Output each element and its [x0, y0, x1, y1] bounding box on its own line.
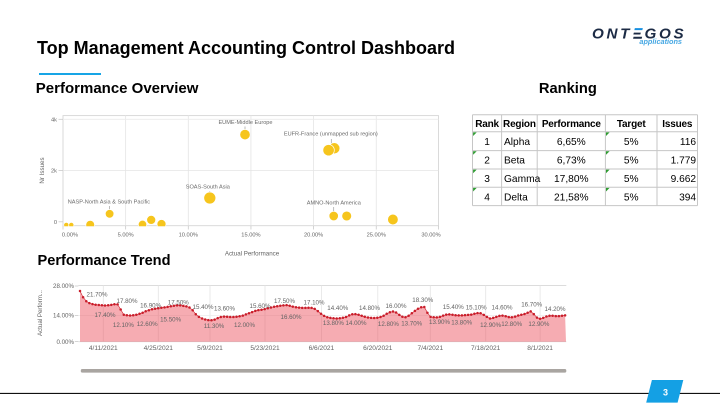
svg-text:13.70%: 13.70% [401, 320, 422, 327]
svg-text:5%: 5% [624, 174, 639, 185]
svg-text:394: 394 [679, 192, 696, 203]
svg-text:20.00%: 20.00% [304, 233, 323, 239]
svg-text:ONT: ONT [592, 26, 632, 43]
svg-text:5%: 5% [624, 156, 639, 167]
svg-text:NASP-North Asia & South Pacifi: NASP-North Asia & South Pacific [68, 200, 151, 206]
svg-text:21.70%: 21.70% [87, 291, 108, 298]
svg-text:Alpha: Alpha [504, 137, 530, 148]
svg-text:5/9/2021: 5/9/2021 [197, 345, 223, 352]
svg-text:12.00%: 12.00% [234, 322, 255, 329]
svg-text:15.00%: 15.00% [241, 233, 260, 239]
svg-text:9.662: 9.662 [671, 174, 697, 185]
svg-text:18.30%: 18.30% [412, 297, 433, 304]
svg-text:12.90%: 12.90% [480, 322, 501, 329]
svg-text:Beta: Beta [504, 156, 525, 167]
svg-text:13.90%: 13.90% [429, 319, 450, 326]
svg-text:6/6/2021: 6/6/2021 [309, 345, 335, 352]
svg-text:4k: 4k [51, 117, 57, 123]
svg-text:Gamma: Gamma [504, 174, 541, 185]
svg-text:5%: 5% [624, 192, 639, 203]
svg-text:4/25/2021: 4/25/2021 [144, 345, 174, 352]
svg-text:0: 0 [54, 220, 57, 226]
svg-text:13.60%: 13.60% [214, 306, 235, 313]
svg-text:15.50%: 15.50% [160, 317, 181, 324]
svg-text:1.779: 1.779 [671, 156, 697, 167]
svg-text:5/23/2021: 5/23/2021 [250, 345, 280, 352]
svg-text:16.70%: 16.70% [521, 302, 542, 309]
svg-text:15.40%: 15.40% [443, 304, 464, 311]
svg-text:16.60%: 16.60% [281, 314, 302, 321]
svg-text:14.00%: 14.00% [53, 313, 74, 320]
svg-text:6/20/2021: 6/20/2021 [363, 345, 393, 352]
svg-text:15.40%: 15.40% [193, 304, 214, 311]
svg-text:28.00%: 28.00% [53, 283, 74, 290]
svg-text:17.40%: 17.40% [95, 312, 116, 319]
svg-text:14.20%: 14.20% [545, 306, 566, 313]
svg-text:0.00%: 0.00% [62, 233, 78, 239]
svg-text:7/4/2021: 7/4/2021 [417, 345, 443, 352]
svg-text:Rank: Rank [475, 119, 499, 130]
svg-text:4: 4 [484, 192, 490, 203]
svg-text:5%: 5% [624, 137, 639, 148]
svg-text:Actual Performance: Actual Performance [225, 250, 280, 257]
svg-text:2: 2 [484, 156, 490, 167]
svg-text:14.00%: 14.00% [346, 320, 367, 327]
svg-text:EUFR-France (unmapped sub regi: EUFR-France (unmapped sub region) [284, 132, 378, 138]
svg-text:12.80%: 12.80% [501, 321, 522, 328]
svg-text:3: 3 [484, 174, 490, 185]
svg-text:applications: applications [639, 37, 682, 46]
svg-text:Actual Perform...: Actual Perform... [37, 290, 44, 336]
svg-text:17.50%: 17.50% [168, 300, 189, 307]
svg-text:16.00%: 16.00% [386, 303, 407, 310]
svg-text:25.00%: 25.00% [367, 233, 386, 239]
svg-text:17.80%: 17.80% [117, 298, 138, 305]
svg-text:13.80%: 13.80% [451, 320, 472, 327]
svg-text:Performance: Performance [542, 119, 602, 130]
svg-text:5.00%: 5.00% [118, 233, 134, 239]
svg-text:Target: Target [617, 119, 646, 130]
svg-text:8/1/2021: 8/1/2021 [527, 345, 553, 352]
svg-text:12.10%: 12.10% [113, 322, 134, 329]
svg-text:16.90%: 16.90% [140, 303, 161, 310]
svg-text:10.00%: 10.00% [179, 233, 198, 239]
svg-text:Issues: Issues [662, 119, 693, 130]
svg-text:14.80%: 14.80% [359, 305, 380, 312]
svg-text:12.60%: 12.60% [137, 321, 158, 328]
svg-text:17.50%: 17.50% [274, 298, 295, 305]
svg-text:2k: 2k [51, 169, 57, 175]
svg-text:11.30%: 11.30% [204, 323, 225, 330]
svg-text:6,65%: 6,65% [557, 137, 586, 148]
svg-text:Region: Region [503, 119, 536, 130]
svg-text:4/11/2021: 4/11/2021 [89, 345, 118, 352]
svg-text:21,58%: 21,58% [554, 192, 589, 203]
svg-text:GOS: GOS [645, 26, 687, 43]
svg-text:12.90%: 12.90% [528, 321, 549, 328]
svg-text:13.80%: 13.80% [323, 320, 344, 327]
svg-text:12.80%: 12.80% [378, 321, 399, 328]
svg-text:SOAS-South Asia: SOAS-South Asia [186, 185, 231, 191]
svg-text:Delta: Delta [504, 192, 528, 203]
svg-text:AMNO-North America: AMNO-North America [307, 201, 362, 207]
svg-text:1: 1 [484, 137, 490, 148]
svg-text:30.00%: 30.00% [421, 233, 440, 239]
svg-text:15.10%: 15.10% [466, 304, 487, 311]
svg-text:3: 3 [663, 388, 668, 398]
svg-text:0.00%: 0.00% [56, 339, 74, 346]
svg-text:EUME-Middle Europe: EUME-Middle Europe [218, 120, 272, 126]
svg-text:17.10%: 17.10% [304, 300, 325, 307]
svg-text:116: 116 [680, 137, 697, 148]
svg-text:Nr Issues: Nr Issues [39, 157, 46, 183]
svg-text:6,73%: 6,73% [557, 156, 586, 167]
svg-text:15.60%: 15.60% [250, 303, 271, 310]
svg-text:14.40%: 14.40% [327, 305, 348, 312]
svg-text:17,80%: 17,80% [554, 174, 589, 185]
svg-text:7/18/2021: 7/18/2021 [471, 345, 501, 352]
svg-text:14.60%: 14.60% [492, 305, 513, 312]
